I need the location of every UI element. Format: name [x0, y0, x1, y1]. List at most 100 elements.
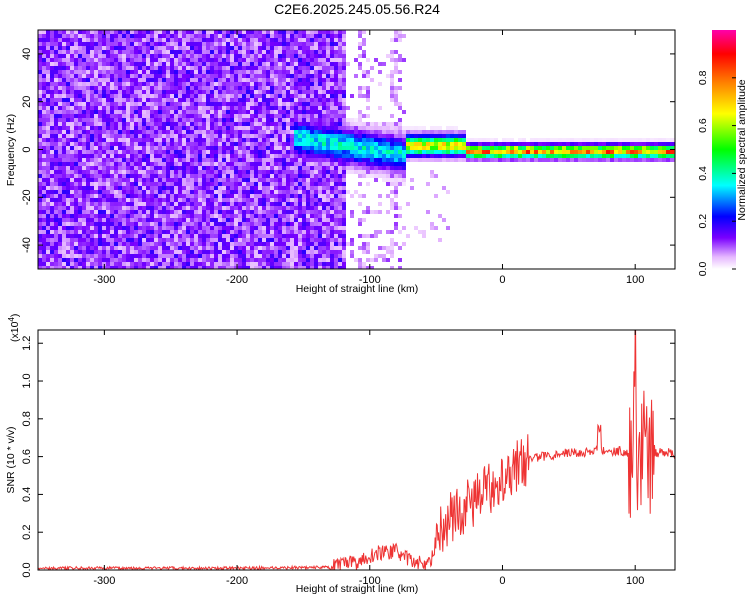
heatmap-cell — [250, 266, 254, 269]
heatmap-cell — [294, 122, 298, 126]
heatmap-cell — [150, 170, 154, 174]
heatmap-cell — [334, 206, 338, 210]
heatmap-cell — [202, 126, 206, 130]
heatmap-cell — [342, 134, 346, 138]
heatmap-cell — [310, 266, 314, 269]
heatmap-cell — [130, 66, 134, 70]
heatmap-cell — [310, 262, 314, 266]
heatmap-cell — [242, 126, 246, 130]
heatmap-cell — [134, 234, 138, 238]
heatmap-cell — [350, 154, 354, 158]
heatmap-cell — [158, 182, 162, 186]
heatmap-cell — [186, 134, 190, 138]
heatmap-cell — [286, 130, 290, 134]
heatmap-cell — [254, 94, 258, 98]
heatmap-cell — [46, 142, 50, 146]
heatmap-cell — [262, 122, 266, 126]
heatmap-cell — [322, 70, 326, 74]
heatmap-cell — [306, 134, 310, 138]
heatmap-cell — [186, 266, 190, 269]
heatmap-cell — [314, 66, 318, 70]
heatmap-cell — [298, 150, 302, 154]
heatmap-cell — [102, 242, 106, 246]
heatmap-cell — [126, 238, 130, 242]
heatmap-cell — [158, 258, 162, 262]
heatmap-cell — [294, 54, 298, 58]
heatmap-cell — [50, 202, 54, 206]
heatmap-cell — [358, 150, 362, 154]
heatmap-cell — [178, 194, 182, 198]
heatmap-cell — [238, 250, 242, 254]
heatmap-cell — [86, 250, 90, 254]
heatmap-cell — [142, 166, 146, 170]
heatmap-cell — [198, 266, 202, 269]
heatmap-cell — [342, 58, 346, 62]
heatmap-cell — [274, 202, 278, 206]
heatmap-cell — [38, 90, 42, 94]
heatmap-cell — [314, 46, 318, 50]
heatmap-cell — [106, 222, 110, 226]
heatmap-cell — [202, 118, 206, 122]
heatmap-cell — [302, 242, 306, 246]
heatmap-cell — [78, 146, 82, 150]
heatmap-cell — [142, 86, 146, 90]
heatmap-cell — [174, 38, 178, 42]
heatmap-cell — [110, 262, 114, 266]
heatmap-cell — [262, 54, 266, 58]
heatmap-cell — [98, 142, 102, 146]
heatmap-cell — [66, 222, 70, 226]
heatmap-cell — [358, 222, 362, 226]
heatmap-cell — [146, 198, 150, 202]
heatmap-cell — [214, 122, 218, 126]
heatmap-cell — [122, 54, 126, 58]
heatmap-cell — [190, 154, 194, 158]
heatmap-cell — [94, 258, 98, 262]
heatmap-cell — [110, 138, 114, 142]
heatmap-cell — [318, 146, 322, 150]
heatmap-cell — [282, 242, 286, 246]
heatmap-cell — [98, 242, 102, 246]
heatmap-cell — [230, 66, 234, 70]
heatmap-cell — [266, 166, 270, 170]
heatmap-cell — [194, 94, 198, 98]
heatmap-cell — [114, 50, 118, 54]
heatmap-cell — [114, 94, 118, 98]
heatmap-cell — [114, 46, 118, 50]
heatmap-cell — [182, 258, 186, 262]
heatmap-cell — [210, 122, 214, 126]
heatmap-cell — [330, 30, 334, 34]
heatmap-cell — [330, 234, 334, 238]
heatmap-cell — [82, 226, 86, 230]
heatmap-cell — [182, 42, 186, 46]
heatmap-cell — [326, 98, 330, 102]
heatmap-cell — [114, 30, 118, 34]
heatmap-cell — [170, 34, 174, 38]
heatmap-cell — [210, 82, 214, 86]
heatmap-cell — [210, 62, 214, 66]
heatmap-cell — [54, 82, 58, 86]
heatmap-cell — [226, 114, 230, 118]
heatmap-cell — [58, 262, 62, 266]
heatmap-cell — [106, 82, 110, 86]
heatmap-cell — [346, 62, 350, 66]
heatmap-cell — [50, 158, 54, 162]
heatmap-cell — [286, 218, 290, 222]
heatmap-cell — [326, 106, 330, 110]
heatmap-cell — [238, 66, 242, 70]
heatmap-cell — [370, 130, 374, 134]
heatmap-cell — [286, 58, 290, 62]
heatmap-cell — [270, 58, 274, 62]
heatmap-cell — [198, 94, 202, 98]
heatmap-cell — [326, 54, 330, 58]
heatmap-cell — [238, 122, 242, 126]
heatmap-cell — [226, 106, 230, 110]
heatmap-cell — [294, 226, 298, 230]
heatmap-cell — [106, 198, 110, 202]
heatmap-cell — [158, 106, 162, 110]
heatmap-cell — [238, 262, 242, 266]
heatmap-cell — [310, 166, 314, 170]
heatmap-cell — [366, 58, 370, 62]
heatmap-cell — [118, 142, 122, 146]
heatmap-cell — [154, 126, 158, 130]
heatmap-cell — [366, 210, 370, 214]
